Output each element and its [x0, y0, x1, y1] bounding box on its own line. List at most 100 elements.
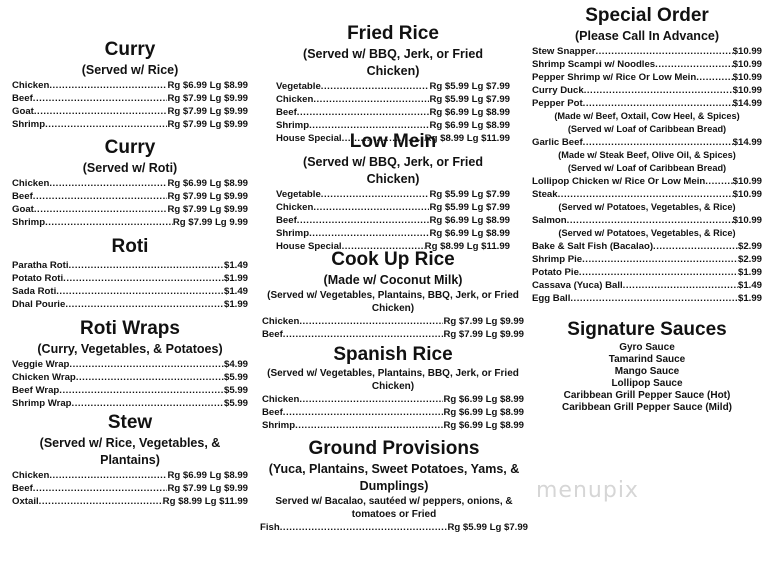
menu-item: Chicken Rg $6.99 Lg $8.99 — [262, 393, 524, 406]
menu-item: Lollipop Chicken w/ Rice Or Low Mein $10.… — [532, 175, 762, 188]
item-name: Paratha Roti — [12, 260, 69, 271]
section-subtitle: (Made w/ Coconut Milk) — [323, 273, 463, 287]
menu-item: Vegetable Rg $5.99 Lg $7.99 — [276, 188, 510, 201]
item-price: Rg $6.99 Lg $8.99 — [167, 80, 248, 91]
menu-item: Beef Wrap $5.99 — [12, 384, 248, 397]
menu-item: Egg Ball $1.99 — [532, 292, 762, 305]
item-name: Chicken — [12, 178, 50, 189]
item-price: Rg $7.99 Lg $9.99 — [443, 316, 524, 327]
item-price: Rg $5.99 Lg $7.99 — [429, 202, 510, 213]
dot-leader — [69, 259, 224, 272]
dot-leader — [283, 406, 444, 419]
section-signature-sauces: Signature Sauces Gyro Sauce Tamarind Sauc… — [532, 318, 762, 414]
item-name: Beef — [262, 329, 283, 340]
section-stew: Stew (Served w/ Rice, Vegetables, & Plant… — [12, 411, 248, 508]
item-name: Steak — [532, 189, 558, 200]
dot-leader — [299, 393, 443, 406]
item-price: $10.99 — [732, 215, 762, 226]
section-title: Curry — [104, 39, 156, 60]
item-price: $5.99 — [223, 372, 248, 383]
menu-item: Chicken Rg $6.99 Lg $8.99 — [12, 469, 248, 482]
dot-leader — [321, 80, 430, 93]
section-title: Special Order — [585, 5, 709, 26]
section-title: Low Mein — [349, 131, 437, 152]
menu-item: Pepper Pot $14.99 — [532, 97, 762, 110]
sauce-item: Mango Sauce — [614, 366, 680, 377]
item-name: Bake & Salt Fish (Bacalao) — [532, 241, 654, 252]
menu-item: Shrimp Pie $2.99 — [532, 253, 762, 266]
dot-leader — [56, 285, 224, 298]
menu-item: Steak $10.99 — [532, 188, 762, 201]
dot-leader — [49, 469, 167, 482]
menu-item: House Special Rg $8.99 Lg $11.99 — [276, 240, 510, 253]
item-price: Rg $5.99 Lg $7.99 — [447, 522, 528, 533]
item-name: Potato Pie — [532, 267, 579, 278]
menu-item: Garlic Beef $14.99 — [532, 136, 762, 149]
item-name: Beef — [262, 407, 283, 418]
dot-leader — [69, 358, 224, 371]
item-price: $5.99 — [223, 398, 248, 409]
section-subtitle: (Served w/ Rice) — [81, 63, 179, 77]
item-name: Dhal Pourie — [12, 299, 66, 310]
item-name: Cassava (Yuca) Ball — [532, 280, 623, 291]
item-name: Lollipop Chicken w/ Rice Or Low Mein — [532, 176, 706, 187]
item-price: $10.99 — [732, 46, 762, 57]
dot-leader — [45, 216, 173, 229]
item-price: $14.99 — [732, 137, 762, 148]
dot-leader — [33, 482, 168, 495]
menu-item: Stew Snapper $10.99 — [532, 45, 762, 58]
menu-item: Chicken Rg $5.99 Lg $7.99 — [276, 93, 510, 106]
item-price: Rg $7.99 Lg 9.99 — [172, 217, 248, 228]
item-price: Rg $5.99 Lg $7.99 — [429, 94, 510, 105]
sauce-item: Gyro Sauce — [619, 342, 675, 353]
dot-leader — [582, 253, 738, 266]
menu-item: Beef Rg $6.99 Lg $8.99 — [276, 106, 510, 119]
sauce-item: Caribbean Grill Pepper Sauce (Hot) — [563, 390, 731, 401]
item-note: (Served w/ Potatoes, Vegetables, & Rice) — [558, 202, 736, 212]
item-name: Goat — [12, 106, 34, 117]
section-title: Roti — [111, 236, 149, 257]
menu-item: Beef Rg $7.99 Lg $9.99 — [12, 482, 248, 495]
section-cookup: Cook Up Rice (Made w/ Coconut Milk) (Serve… — [262, 248, 524, 341]
item-price: Rg $6.99 Lg $8.99 — [429, 228, 510, 239]
item-name: Chicken — [262, 316, 300, 327]
item-name: Shrimp — [262, 420, 296, 431]
sauce-item: Lollipop Sauce — [611, 378, 683, 389]
item-name: Pepper Pot — [532, 98, 583, 109]
dot-leader — [283, 328, 444, 341]
section-title: Spanish Rice — [333, 344, 453, 365]
item-price: $10.99 — [732, 176, 762, 187]
item-price: Rg $6.99 Lg $8.99 — [443, 420, 524, 431]
item-price: $2.99 — [737, 241, 762, 252]
item-price: Rg $8.99 Lg $11.99 — [162, 496, 248, 507]
item-price: Rg $8.99 Lg $11.99 — [424, 133, 510, 144]
item-name: House Special — [276, 133, 342, 144]
item-name: Shrimp — [276, 120, 310, 131]
item-price: Rg $6.99 Lg $8.99 — [429, 107, 510, 118]
dot-leader — [570, 292, 738, 305]
dot-leader — [623, 279, 738, 292]
item-name: Sada Roti — [12, 286, 57, 297]
dot-leader — [595, 45, 732, 58]
item-name: Chicken — [262, 394, 300, 405]
section-subtitle: (Yuca, Plantains, Sweet Potatoes, Yams, … — [268, 462, 520, 493]
item-price: Rg $6.99 Lg $8.99 — [167, 178, 248, 189]
menu-item: Sada Roti $1.49 — [12, 285, 248, 298]
item-price: $5.99 — [223, 385, 248, 396]
menu-item: Chicken Rg $7.99 Lg $9.99 — [262, 315, 524, 328]
item-price: $14.99 — [732, 98, 762, 109]
menu-item: Shrimp Rg $7.99 Lg 9.99 — [12, 216, 248, 229]
dot-leader — [33, 92, 168, 105]
item-name: Shrimp Wrap — [12, 398, 72, 409]
item-price: $10.99 — [732, 72, 762, 83]
item-price: Rg $6.99 Lg $8.99 — [429, 120, 510, 131]
item-name: Beef — [12, 93, 33, 104]
menu-item: Chicken Rg $5.99 Lg $7.99 — [276, 201, 510, 214]
item-name: Beef — [12, 191, 33, 202]
item-price: Rg $5.99 Lg $7.99 — [429, 81, 510, 92]
item-name: Oxtail — [12, 496, 39, 507]
menu-item: Shrimp Rg $6.99 Lg $8.99 — [276, 119, 510, 132]
dot-leader — [321, 188, 430, 201]
item-price: Rg $8.99 Lg $11.99 — [424, 241, 510, 252]
dot-leader — [72, 397, 224, 410]
